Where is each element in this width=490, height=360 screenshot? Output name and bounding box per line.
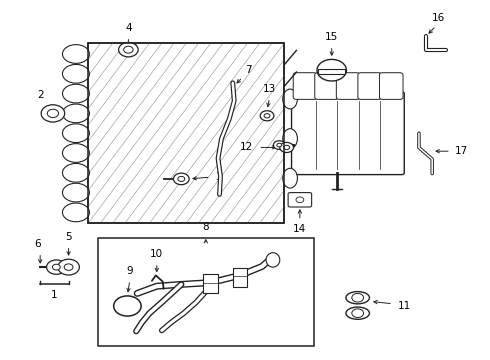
Circle shape bbox=[280, 143, 294, 153]
Text: 6: 6 bbox=[34, 239, 41, 249]
Text: 5: 5 bbox=[65, 232, 72, 242]
Bar bbox=[88, 43, 284, 223]
Circle shape bbox=[114, 296, 141, 316]
FancyBboxPatch shape bbox=[293, 73, 317, 99]
Ellipse shape bbox=[62, 84, 89, 103]
Circle shape bbox=[264, 114, 270, 118]
Bar bbox=[203, 274, 218, 293]
Ellipse shape bbox=[62, 163, 89, 182]
Ellipse shape bbox=[62, 203, 89, 222]
Ellipse shape bbox=[283, 129, 297, 148]
Ellipse shape bbox=[62, 64, 89, 83]
Circle shape bbox=[296, 197, 304, 203]
Circle shape bbox=[277, 143, 282, 147]
Ellipse shape bbox=[62, 45, 89, 63]
Bar bbox=[233, 268, 247, 287]
Circle shape bbox=[64, 264, 73, 270]
Ellipse shape bbox=[62, 144, 89, 162]
Text: 2: 2 bbox=[37, 90, 44, 100]
Circle shape bbox=[47, 109, 59, 118]
Circle shape bbox=[352, 309, 364, 318]
FancyBboxPatch shape bbox=[288, 193, 312, 207]
Text: 8: 8 bbox=[202, 222, 209, 232]
Bar bbox=[318, 69, 345, 74]
Circle shape bbox=[173, 173, 189, 185]
Text: 10: 10 bbox=[150, 249, 163, 259]
Ellipse shape bbox=[266, 253, 280, 267]
Circle shape bbox=[41, 105, 65, 122]
Bar bbox=[88, 43, 284, 223]
Circle shape bbox=[123, 46, 133, 53]
Circle shape bbox=[119, 42, 138, 57]
Circle shape bbox=[52, 264, 60, 270]
Ellipse shape bbox=[62, 124, 89, 143]
Text: 3: 3 bbox=[216, 172, 222, 182]
Circle shape bbox=[317, 59, 346, 81]
Ellipse shape bbox=[62, 104, 89, 123]
Text: 16: 16 bbox=[432, 13, 445, 23]
Circle shape bbox=[58, 259, 79, 275]
Ellipse shape bbox=[346, 292, 369, 304]
Circle shape bbox=[260, 111, 274, 121]
Circle shape bbox=[47, 260, 66, 274]
Ellipse shape bbox=[283, 168, 297, 188]
FancyBboxPatch shape bbox=[336, 73, 360, 99]
Ellipse shape bbox=[62, 183, 89, 202]
Circle shape bbox=[273, 141, 285, 149]
Text: 1: 1 bbox=[51, 290, 58, 300]
FancyBboxPatch shape bbox=[315, 73, 338, 99]
Text: 17: 17 bbox=[455, 146, 468, 156]
Text: 12: 12 bbox=[240, 143, 253, 152]
Circle shape bbox=[178, 176, 185, 181]
Text: 15: 15 bbox=[325, 32, 339, 42]
FancyBboxPatch shape bbox=[379, 73, 403, 99]
Text: 9: 9 bbox=[126, 266, 133, 276]
Circle shape bbox=[352, 293, 364, 302]
Bar bbox=[98, 238, 314, 346]
Text: 7: 7 bbox=[245, 65, 252, 75]
Ellipse shape bbox=[346, 307, 369, 319]
Text: 11: 11 bbox=[398, 301, 411, 311]
Text: 4: 4 bbox=[125, 23, 132, 33]
Text: 13: 13 bbox=[263, 84, 276, 94]
Ellipse shape bbox=[283, 89, 297, 109]
FancyBboxPatch shape bbox=[292, 92, 404, 175]
Circle shape bbox=[284, 145, 290, 150]
Text: 14: 14 bbox=[293, 224, 307, 234]
FancyBboxPatch shape bbox=[358, 73, 381, 99]
